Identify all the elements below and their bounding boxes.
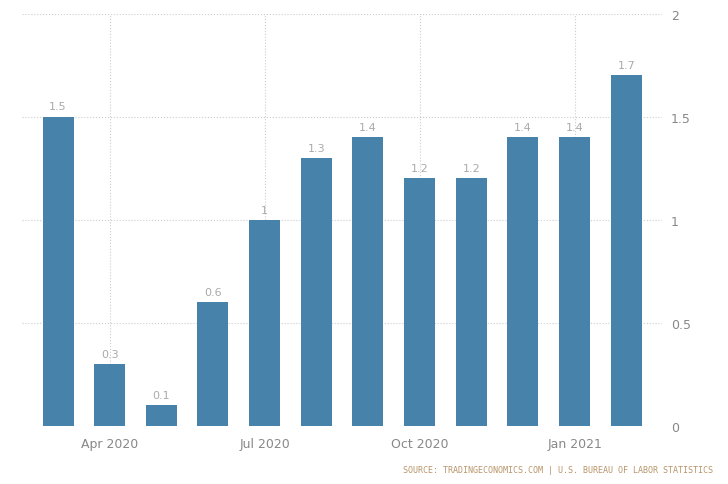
Bar — [249, 220, 280, 426]
Text: 1.7: 1.7 — [617, 61, 636, 71]
Text: 1: 1 — [261, 205, 268, 215]
Text: 1.2: 1.2 — [462, 164, 480, 174]
Bar — [197, 302, 229, 426]
Text: 1.3: 1.3 — [307, 143, 325, 153]
Bar — [559, 138, 590, 426]
Text: 0.6: 0.6 — [204, 287, 222, 297]
Text: SOURCE: TRADINGECONOMICS.COM | U.S. BUREAU OF LABOR STATISTICS: SOURCE: TRADINGECONOMICS.COM | U.S. BURE… — [403, 465, 713, 474]
Bar — [456, 179, 487, 426]
Text: 0.1: 0.1 — [153, 390, 170, 400]
Bar — [611, 76, 642, 426]
Bar — [146, 406, 177, 426]
Text: 1.4: 1.4 — [514, 123, 532, 133]
Text: 1.4: 1.4 — [566, 123, 584, 133]
Bar — [352, 138, 384, 426]
Bar — [42, 118, 74, 426]
Bar — [301, 159, 332, 426]
Bar — [507, 138, 539, 426]
Text: 1.5: 1.5 — [50, 102, 67, 112]
Text: 1.4: 1.4 — [359, 123, 377, 133]
Bar — [94, 364, 125, 426]
Text: 1.2: 1.2 — [411, 164, 429, 174]
Bar — [404, 179, 435, 426]
Text: 0.3: 0.3 — [101, 349, 119, 359]
